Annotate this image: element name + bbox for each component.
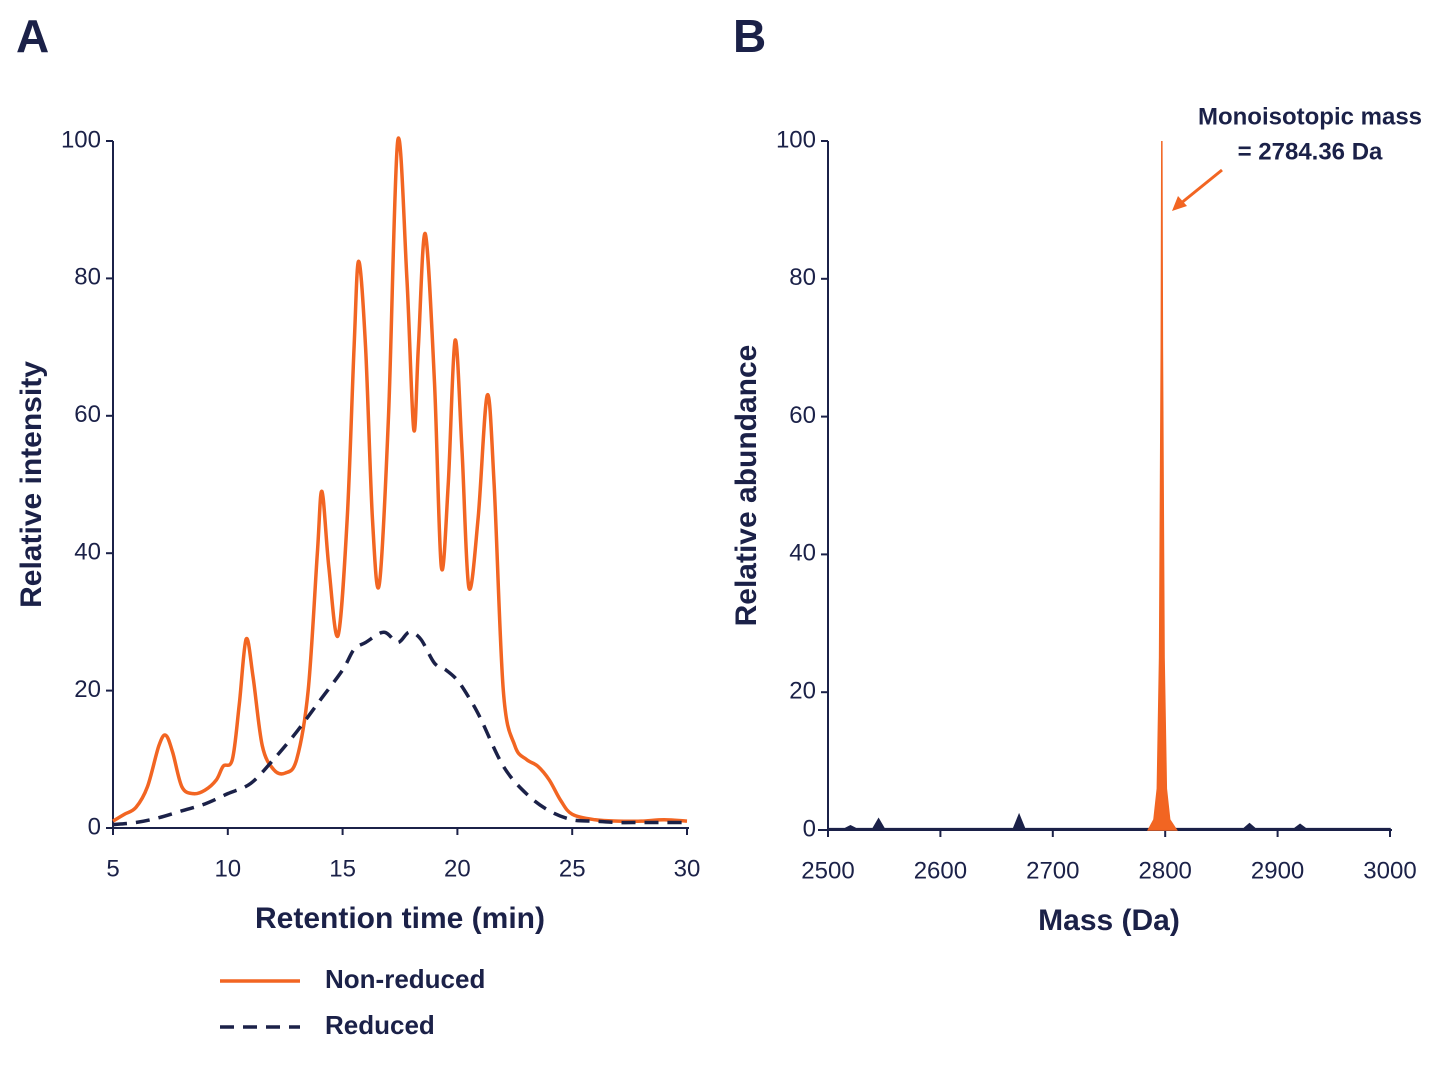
x-tick-label: 2600	[914, 857, 967, 884]
x-tick-label: 30	[674, 855, 701, 882]
panel-label: B	[733, 10, 766, 62]
y-tick-label: 100	[61, 126, 101, 153]
x-tick-label: 5	[106, 855, 119, 882]
annotation-arrow	[1179, 168, 1223, 206]
y-tick-label: 100	[776, 126, 816, 153]
y-tick-label: 40	[74, 539, 101, 566]
x-tick-label: 20	[444, 855, 471, 882]
spectrum-area	[1147, 140, 1178, 831]
legend-label: Reduced	[325, 1010, 435, 1040]
y-axis-label: Relative intensity	[15, 361, 48, 608]
annotation-arrowhead	[1172, 196, 1187, 211]
x-tick-label: 25	[559, 855, 586, 882]
y-tick-label: 80	[789, 264, 816, 291]
y-axis-label: Relative abundance	[730, 345, 763, 627]
legend-label: Non-reduced	[325, 964, 485, 994]
y-tick-label: 60	[74, 401, 101, 428]
y-tick-label: 20	[789, 678, 816, 705]
x-tick-label: 10	[214, 855, 241, 882]
spectrum-area	[827, 812, 1391, 831]
x-tick-label: 2500	[801, 857, 854, 884]
y-tick-label: 20	[74, 676, 101, 703]
y-tick-label: 0	[803, 815, 816, 842]
y-tick-label: 80	[74, 264, 101, 291]
x-tick-label: 2800	[1139, 857, 1192, 884]
series-line	[112, 136, 688, 824]
x-axis-label: Mass (Da)	[1038, 904, 1180, 937]
annotation: Monoisotopic mass	[1198, 103, 1422, 130]
y-tick-label: 60	[789, 402, 816, 429]
x-tick-label: 2700	[1026, 857, 1079, 884]
series-line	[112, 630, 687, 827]
x-axis-label: Retention time (min)	[255, 902, 545, 935]
x-tick-label: 2900	[1251, 857, 1304, 884]
x-tick-label: 3000	[1363, 857, 1416, 884]
annotation: = 2784.36 Da	[1238, 138, 1383, 165]
y-tick-label: 40	[789, 540, 816, 567]
x-tick-label: 15	[329, 855, 356, 882]
panel-label: A	[16, 10, 49, 62]
y-tick-label: 0	[88, 813, 101, 840]
